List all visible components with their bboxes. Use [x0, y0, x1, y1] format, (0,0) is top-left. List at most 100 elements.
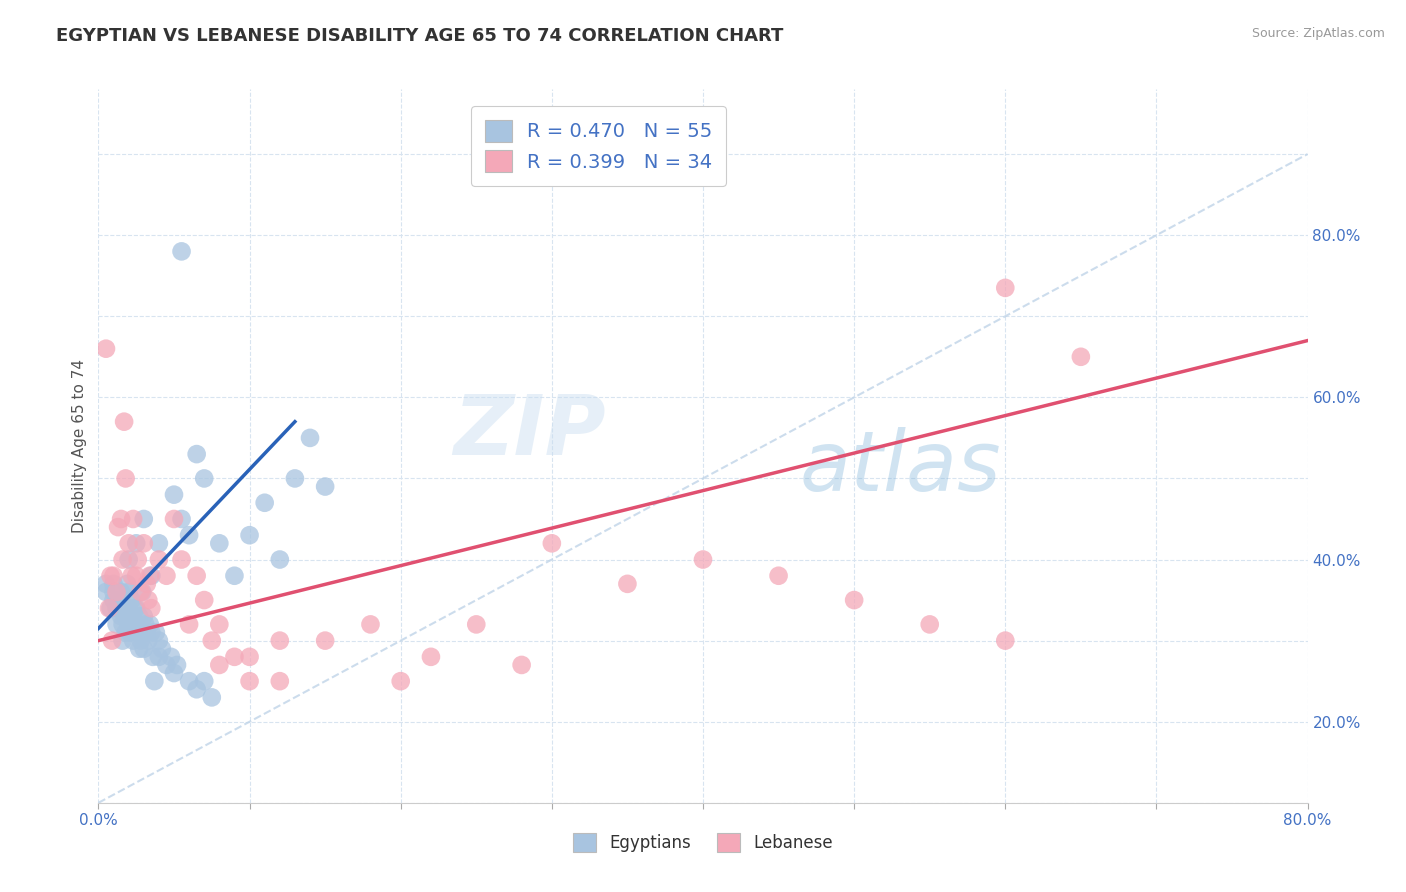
Point — [143, 674, 166, 689]
Text: EGYPTIAN VS LEBANESE DISABILITY AGE 65 TO 74 CORRELATION CHART: EGYPTIAN VS LEBANESE DISABILITY AGE 65 T… — [56, 27, 783, 45]
Text: ZIP: ZIP — [454, 392, 606, 472]
Point — [540, 536, 562, 550]
Point — [420, 649, 443, 664]
Point — [193, 674, 215, 689]
Point — [253, 496, 276, 510]
Point — [314, 633, 336, 648]
Point — [125, 625, 148, 640]
Point — [100, 568, 122, 582]
Point — [115, 577, 138, 591]
Point — [269, 552, 291, 566]
Point — [141, 601, 163, 615]
Point — [135, 577, 157, 591]
Point — [170, 512, 193, 526]
Point — [101, 633, 124, 648]
Point — [994, 633, 1017, 648]
Point — [465, 617, 488, 632]
Point — [122, 512, 145, 526]
Text: atlas: atlas — [800, 427, 1001, 508]
Point — [111, 617, 134, 632]
Point — [224, 649, 246, 664]
Point — [139, 568, 162, 582]
Point — [314, 479, 336, 493]
Point — [118, 585, 141, 599]
Point — [692, 552, 714, 566]
Point — [148, 649, 170, 664]
Point — [128, 609, 150, 624]
Point — [94, 585, 117, 599]
Point — [239, 528, 262, 542]
Y-axis label: Disability Age 65 to 74: Disability Age 65 to 74 — [72, 359, 87, 533]
Point — [132, 609, 155, 624]
Point — [127, 552, 149, 566]
Point — [170, 552, 193, 566]
Point — [118, 601, 141, 615]
Point — [111, 633, 134, 648]
Point — [269, 633, 291, 648]
Point — [918, 617, 941, 632]
Point — [114, 609, 136, 624]
Point — [112, 601, 135, 615]
Point — [125, 568, 148, 582]
Point — [186, 568, 208, 582]
Point — [193, 593, 215, 607]
Point — [224, 568, 246, 582]
Point — [284, 471, 307, 485]
Point — [136, 633, 159, 648]
Point — [145, 625, 167, 640]
Point — [98, 601, 121, 615]
Point — [118, 536, 141, 550]
Point — [239, 674, 262, 689]
Point — [125, 536, 148, 550]
Point — [131, 585, 153, 599]
Point — [135, 625, 157, 640]
Point — [107, 593, 129, 607]
Point — [124, 601, 146, 615]
Point — [120, 625, 142, 640]
Point — [129, 633, 152, 648]
Point — [129, 585, 152, 599]
Point — [208, 617, 231, 632]
Point — [208, 536, 231, 550]
Point — [179, 674, 201, 689]
Point — [360, 617, 382, 632]
Point — [111, 552, 134, 566]
Point — [155, 568, 177, 582]
Point — [114, 471, 136, 485]
Point — [155, 657, 177, 672]
Point — [105, 601, 128, 615]
Point — [148, 552, 170, 566]
Text: Source: ZipAtlas.com: Source: ZipAtlas.com — [1251, 27, 1385, 40]
Point — [120, 609, 142, 624]
Point — [118, 552, 141, 566]
Point — [1070, 350, 1092, 364]
Point — [163, 512, 186, 526]
Point — [994, 281, 1017, 295]
Point — [142, 649, 165, 664]
Point — [127, 617, 149, 632]
Point — [139, 617, 162, 632]
Point — [201, 690, 224, 705]
Point — [103, 593, 125, 607]
Point — [150, 641, 173, 656]
Point — [141, 568, 163, 582]
Point — [186, 447, 208, 461]
Point — [121, 617, 143, 632]
Point — [193, 471, 215, 485]
Point — [616, 577, 638, 591]
Point — [132, 512, 155, 526]
Point — [103, 568, 125, 582]
Point — [100, 601, 122, 615]
Point — [118, 617, 141, 632]
Point — [163, 488, 186, 502]
Point — [134, 617, 156, 632]
Point — [136, 593, 159, 607]
Point — [107, 520, 129, 534]
Point — [170, 244, 193, 259]
Point — [166, 657, 188, 672]
Point — [179, 528, 201, 542]
Point — [110, 593, 132, 607]
Point — [201, 633, 224, 648]
Point — [122, 633, 145, 648]
Point — [510, 657, 533, 672]
